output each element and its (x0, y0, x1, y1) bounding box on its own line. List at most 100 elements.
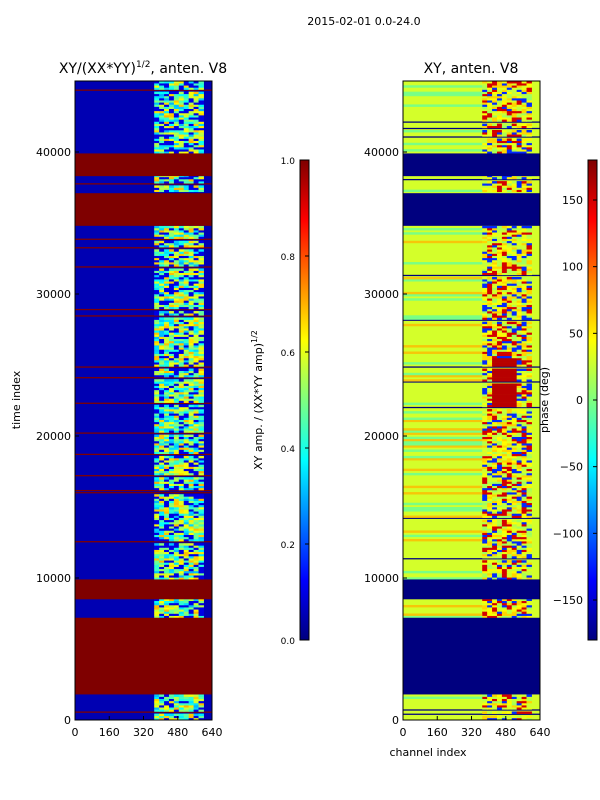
heatmap-cell (511, 611, 518, 614)
heatmap-cell (516, 568, 523, 572)
heatmap-cell (178, 549, 185, 553)
heatmap-cell (178, 125, 185, 129)
heatmap-cell (506, 281, 513, 284)
heatmap-cell (516, 385, 523, 389)
heatmap-cell (154, 304, 160, 308)
heatmap-cell (168, 336, 175, 340)
heatmap-cell (198, 568, 204, 572)
heatmap-cell (521, 700, 528, 704)
heatmap-cell (168, 698, 175, 702)
heatmap-cell (183, 119, 190, 122)
heatmap-cell (482, 283, 488, 286)
heatmap-cell (193, 430, 200, 433)
heatmap-cell (496, 342, 503, 346)
heatmap-cell (482, 385, 488, 389)
heatmap-cell (198, 240, 204, 244)
heatmap-cell (526, 396, 532, 399)
heatmap-cell (188, 349, 195, 352)
heatmap-cell (178, 460, 185, 463)
heatmap-cell (487, 332, 493, 335)
heatmap-cell (516, 225, 523, 229)
heatmap-cell (168, 347, 175, 350)
heatmap-cell (193, 291, 200, 295)
heatmap-cell (154, 396, 160, 399)
heatmap-cell (154, 125, 160, 129)
heatmap-cell (164, 115, 170, 118)
heatmap-cell (193, 607, 200, 610)
heatmap-cell (159, 364, 165, 367)
heatmap-cell (164, 560, 170, 563)
heatmap-cell (511, 266, 518, 269)
heatmap-cell (159, 249, 165, 252)
heatmap-cell (496, 389, 503, 393)
colorbar-tick-label: 150 (562, 194, 583, 207)
heatmap-cell (487, 108, 493, 112)
heatmap-cell (168, 573, 175, 576)
heatmap-cell (178, 394, 185, 397)
heatmap-cell (159, 370, 165, 374)
heatmap-cell (173, 479, 180, 482)
heatmap-cell (193, 106, 200, 109)
heatmap-cell (516, 104, 523, 107)
heatmap-cell (173, 551, 180, 555)
heatmap-cell (183, 464, 190, 467)
heatmap-cell (173, 502, 180, 506)
heatmap-cell (516, 272, 523, 276)
heatmap-cell (178, 296, 185, 299)
heatmap-cell (511, 383, 518, 386)
heatmap-cell (159, 545, 165, 548)
heatmap-cell (506, 364, 513, 367)
heatmap-cell (178, 494, 185, 497)
heatmap-cell (516, 117, 523, 120)
heatmap-cell (188, 707, 195, 710)
heatmap-cell (178, 502, 185, 506)
heatmap-cell (501, 98, 508, 101)
heatmap-cell (154, 300, 160, 303)
heatmap-cell (183, 283, 190, 286)
heatmap-cell (487, 436, 493, 440)
heatmap-cell (496, 696, 503, 699)
heatmap-cell (526, 538, 532, 542)
heatmap-cell (482, 364, 488, 367)
heatmap-cell (193, 270, 200, 273)
heatmap-cell (521, 445, 528, 448)
heatmap-cell (164, 340, 170, 344)
amplitude-colorbar-label-exponent: 1/2 (250, 330, 259, 343)
heatmap-cell (178, 568, 185, 572)
heatmap-cell (183, 185, 190, 188)
heatmap-cell (521, 183, 528, 186)
heatmap-cell (168, 83, 175, 86)
heatmap-cell (506, 232, 513, 235)
heatmap-cell (178, 259, 185, 263)
heatmap-cell (496, 470, 503, 474)
heatmap-cell (154, 242, 160, 246)
heatmap-cell (164, 713, 170, 717)
heatmap-cell (492, 264, 498, 267)
heatmap-cell (511, 262, 518, 265)
heatmap-cell (188, 353, 195, 357)
heatmap-cell (516, 602, 523, 606)
heatmap-cell (164, 521, 170, 525)
heatmap-cell (193, 134, 200, 137)
heatmap-cell (482, 553, 488, 557)
heatmap-cell (492, 402, 498, 406)
heatmap-cell (506, 306, 513, 310)
heatmap-cell (492, 711, 498, 714)
heatmap-cell (154, 536, 160, 540)
heatmap-cell (178, 313, 185, 316)
heatmap-cell (487, 494, 493, 497)
heatmap-cell (496, 123, 503, 127)
heatmap-cell (511, 298, 518, 301)
heatmap-cell (511, 313, 518, 316)
heatmap-cell (193, 132, 200, 135)
heatmap-cell (506, 532, 513, 535)
heatmap-cell (178, 430, 185, 433)
heatmap-cell (188, 485, 195, 489)
heatmap-cell (487, 340, 493, 344)
heatmap-cell (526, 336, 532, 340)
heatmap-cell (193, 187, 200, 190)
heatmap-cell (526, 98, 532, 101)
heatmap-cell (173, 136, 180, 139)
heatmap-cell (506, 257, 513, 261)
heatmap-cell (193, 613, 200, 616)
